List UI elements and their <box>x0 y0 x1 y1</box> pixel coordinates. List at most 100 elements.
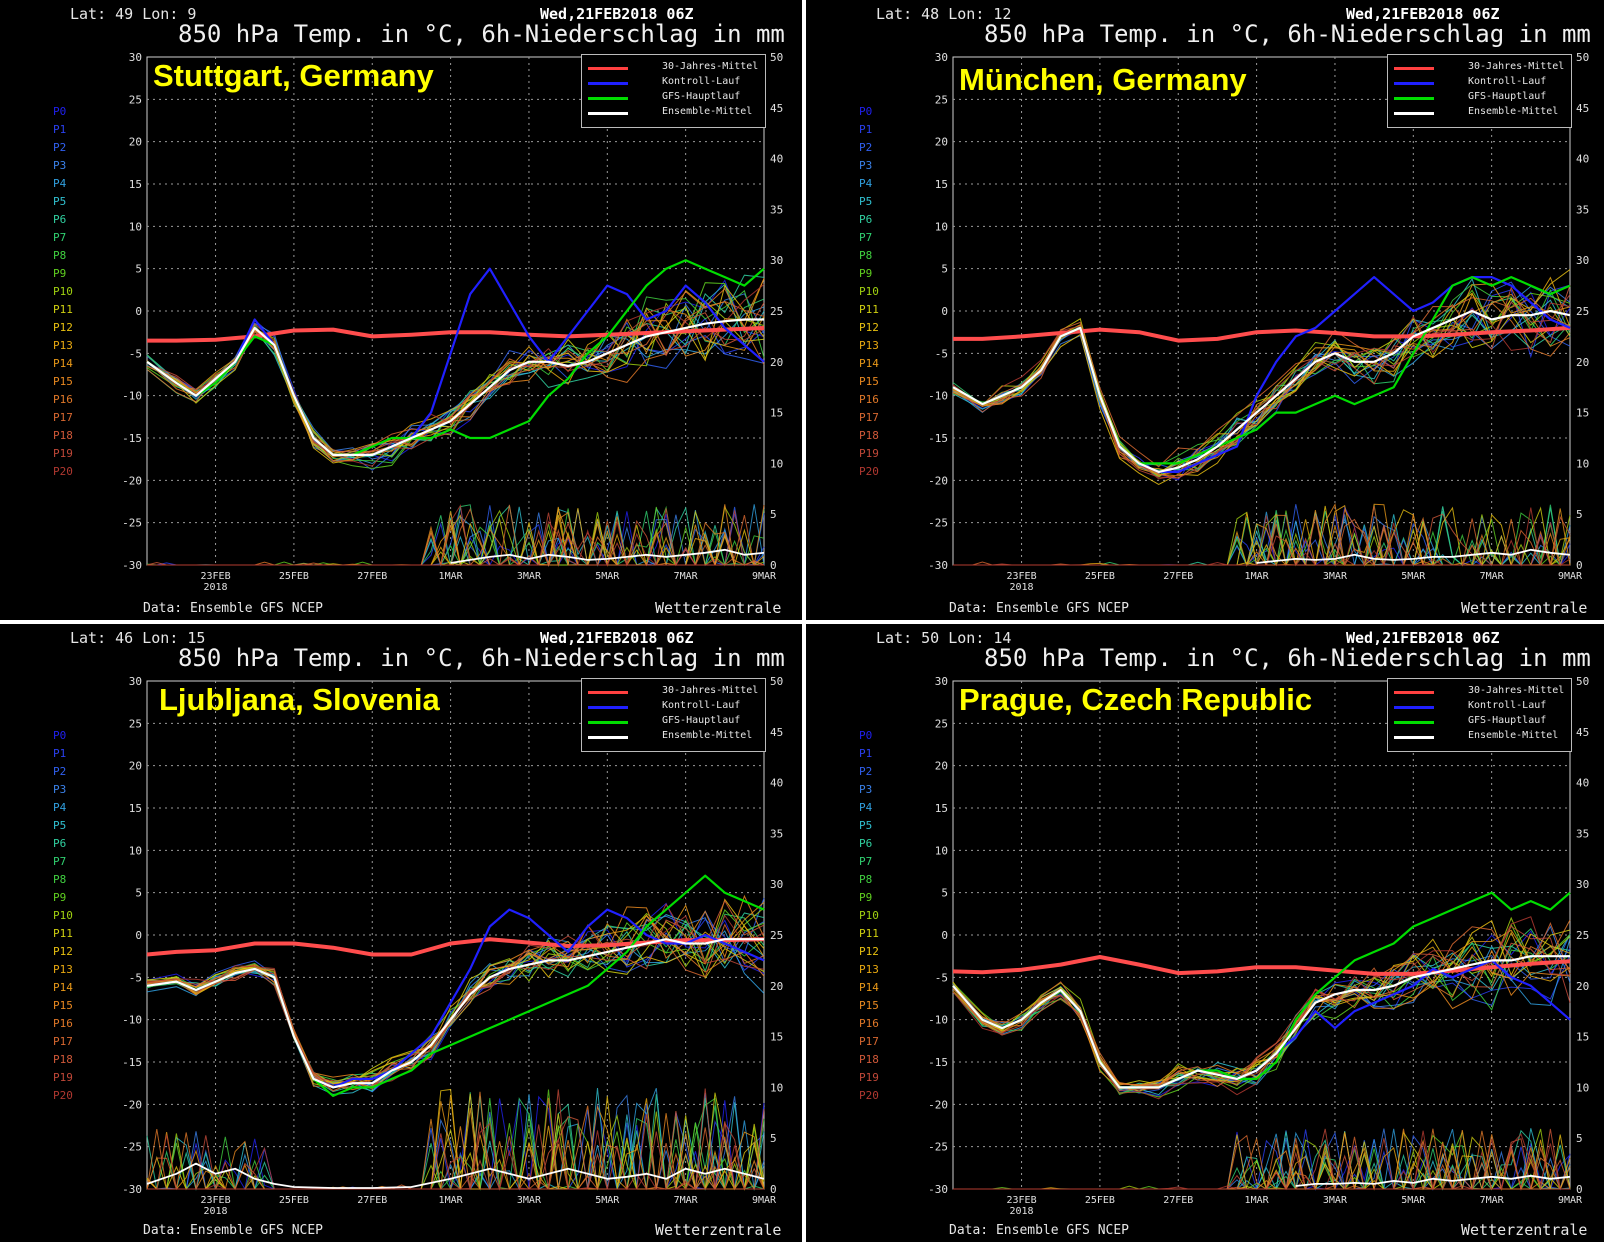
y-tick-label: 10 <box>129 220 142 233</box>
x-tick-label: 2018 <box>1010 1206 1034 1217</box>
y-tick-label: -30 <box>928 1183 948 1196</box>
legend-swatch <box>588 67 628 70</box>
ensemble-member-label: P18 <box>859 429 879 442</box>
x-tick-label: 2018 <box>204 582 228 593</box>
ensemble-member-label: P8 <box>859 873 873 886</box>
ensemble-member-label: P13 <box>859 963 879 976</box>
ensemble-member-line <box>146 298 765 461</box>
meteogram-panel: 30 25 20 15 10 5 0 -5 -10 -15 -20 -25 -30 50 45 40 35 30 2… <box>806 0 1604 620</box>
ensemble-member-label: P20 <box>53 465 73 478</box>
y2-tick-label: 10 <box>1576 457 1589 470</box>
ensemble-member-label: P13 <box>53 339 73 352</box>
y-tick-label: -25 <box>928 517 948 530</box>
y-tick-label: -25 <box>122 517 142 530</box>
ensemble-member-label: P9 <box>53 267 67 280</box>
ensemble-precip-line <box>147 1113 765 1191</box>
ensemble-member-label: P6 <box>859 837 873 850</box>
x-tick-label: 9MAR <box>752 1195 777 1206</box>
y-tick-label: 30 <box>129 51 142 64</box>
legend-swatch <box>588 721 628 724</box>
y2-tick-label: 45 <box>770 102 783 115</box>
ensemble-member-label: P17 <box>53 411 73 424</box>
y-tick-label: -10 <box>928 390 948 403</box>
legend-label: GFS-Hauptlauf <box>662 91 741 102</box>
ensemble-member-label: P16 <box>53 393 73 406</box>
x-tick-label: 1MAR <box>439 1195 464 1206</box>
y-tick-label: 25 <box>935 717 948 730</box>
legend: 30-Jahres-Mittel Kontroll-Lauf GFS-Hauptla… <box>1387 678 1572 752</box>
ensemble-member-label: P4 <box>859 177 873 190</box>
legend-label: 30-Jahres-Mittel <box>1468 61 1565 72</box>
ensemble-member-label: P5 <box>859 195 873 208</box>
x-tick-label: 25FEB <box>279 571 309 582</box>
x-tick-label: 3MAR <box>517 1195 542 1206</box>
legend-label: Kontroll-Lauf <box>1468 76 1547 87</box>
legend: 30-Jahres-Mittel Kontroll-Lauf GFS-Hauptla… <box>581 54 766 128</box>
x-tick-label: 23FEB <box>201 1195 231 1206</box>
legend-swatch <box>588 736 628 739</box>
y-tick-label: 10 <box>935 844 948 857</box>
y2-tick-label: 20 <box>1576 356 1589 369</box>
run-time-label: Wed,21FEB2018 06Z <box>540 629 694 647</box>
ensemble-member-label: P10 <box>53 909 73 922</box>
y2-tick-label: 35 <box>770 827 783 840</box>
ensemble-member-label: P2 <box>859 765 873 778</box>
ensemble-member-list: P0 P1 P2 P3 P4 P5 P6 P7 P8 P9 P10 P11 P12 P13 P14 P15 P1… <box>859 103 879 481</box>
series-kontroll-lauf <box>952 959 1571 1089</box>
ensemble-member-label: P5 <box>53 195 67 208</box>
x-tick-label: 7MAR <box>674 1195 699 1206</box>
x-tick-label: 5MAR <box>1401 571 1426 582</box>
x-tick-label: 5MAR <box>595 571 620 582</box>
legend-label: Kontroll-Lauf <box>662 76 741 87</box>
series-gfs-hauptlauf <box>146 874 765 1097</box>
ensemble-precip-line <box>147 504 764 567</box>
series-30-jahres-mittel <box>952 955 1571 976</box>
legend-swatch <box>588 82 628 85</box>
ensemble-member-label: P9 <box>859 267 873 280</box>
legend-swatch <box>1394 691 1434 694</box>
y-tick-label: 25 <box>129 717 142 730</box>
legend-swatch <box>588 112 628 115</box>
ensemble-member-label: P2 <box>53 141 67 154</box>
y2-tick-label: 5 <box>770 508 777 521</box>
ensemble-member-label: P1 <box>859 747 873 760</box>
y2-tick-label: 0 <box>770 559 777 572</box>
x-tick-label: 2018 <box>204 1206 228 1217</box>
legend-swatch <box>588 691 628 694</box>
y-tick-label: -15 <box>928 1056 948 1069</box>
ensemble-member-label: P12 <box>859 321 879 334</box>
ensemble-precip-line <box>953 1131 1570 1191</box>
x-tick-label: 27FEB <box>357 571 387 582</box>
ensemble-member-label: P0 <box>859 729 873 742</box>
ensemble-precip-line <box>953 1128 1570 1190</box>
y-tick-label: -30 <box>122 1183 142 1196</box>
y2-tick-label: 25 <box>770 929 783 942</box>
plot-frame <box>952 56 1571 566</box>
ensemble-member-label: P20 <box>859 465 879 478</box>
y-tick-label: -5 <box>935 971 948 984</box>
legend-label: Ensemble-Mittel <box>1468 730 1559 741</box>
series-gfs-hauptlauf <box>146 259 765 456</box>
y2-tick-label: 40 <box>770 153 783 166</box>
y2-tick-label: 25 <box>1576 305 1589 318</box>
ensemble-member-label: P20 <box>53 1089 73 1102</box>
x-tick-label: 3MAR <box>517 571 542 582</box>
ensemble-member-label: P18 <box>53 429 73 442</box>
ensemble-member-line <box>146 289 765 464</box>
data-credit: Data: Ensemble GFS NCEP <box>143 601 324 616</box>
x-tick-label: 9MAR <box>1558 571 1583 582</box>
y-tick-label: -10 <box>122 390 142 403</box>
meteogram-panel: 30 25 20 15 10 5 0 -5 -10 -15 -20 -25 -30 50 45 40 35 30 2… <box>0 624 802 1242</box>
y2-tick-label: 15 <box>1576 407 1589 420</box>
ensemble-member-label: P16 <box>859 393 879 406</box>
ensemble-member-line <box>952 286 1571 474</box>
ensemble-member-label: P15 <box>859 999 879 1012</box>
ensemble-member-line <box>146 903 765 1092</box>
y2-tick-label: 30 <box>1576 878 1589 891</box>
x-tick-label: 7MAR <box>674 571 699 582</box>
y2-tick-label: 30 <box>770 254 783 267</box>
meteogram-plot: 302520151050-5-10-15-20-25-3050454035302… <box>928 51 1589 593</box>
legend-label: GFS-Hauptlauf <box>1468 715 1547 726</box>
y-tick-label: -20 <box>122 474 142 487</box>
ensemble-precip-line <box>953 1131 1571 1191</box>
